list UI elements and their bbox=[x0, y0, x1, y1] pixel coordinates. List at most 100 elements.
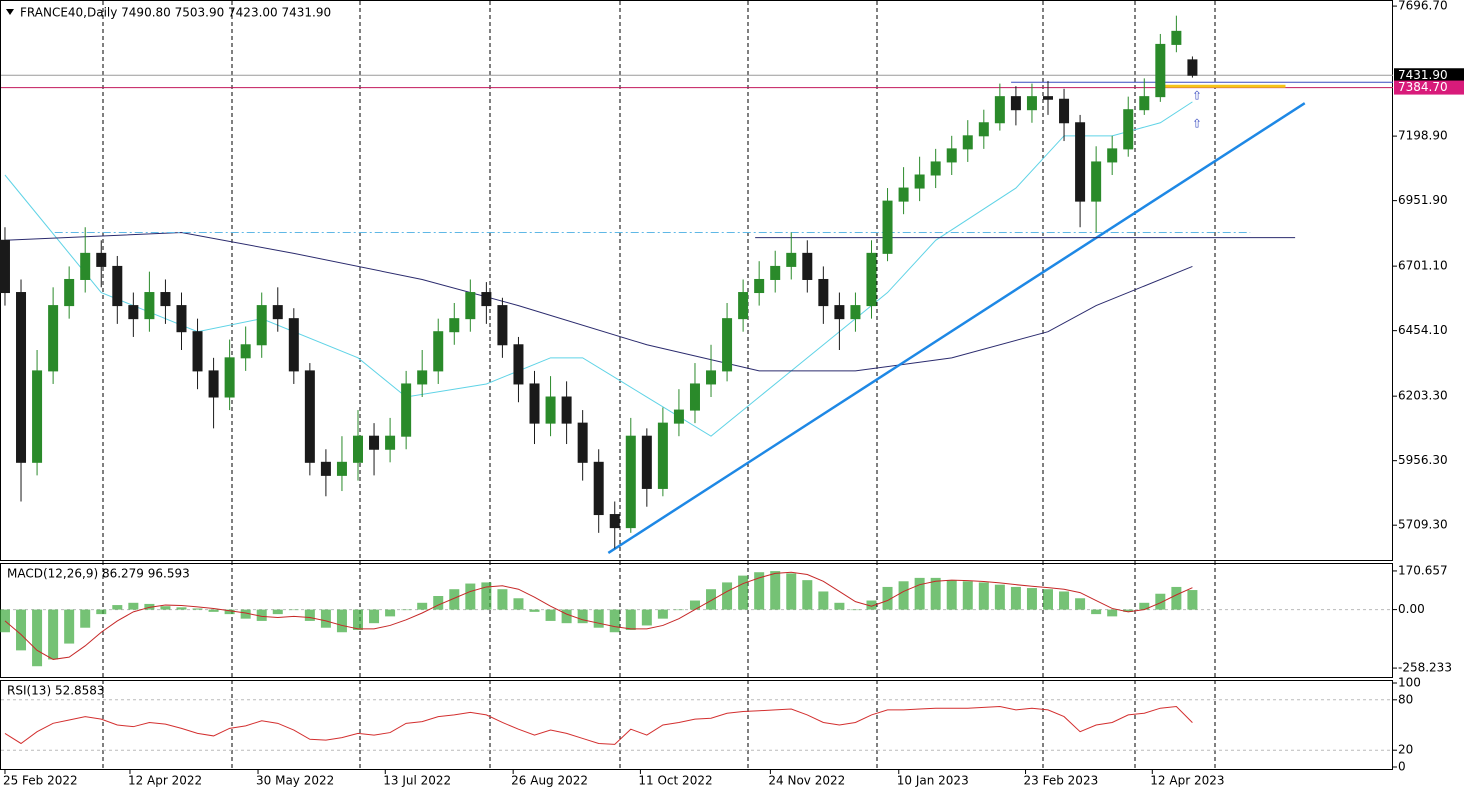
candle-body bbox=[385, 435, 396, 450]
macd-bar bbox=[657, 609, 668, 619]
candle-body bbox=[529, 383, 540, 424]
candle-body bbox=[1091, 161, 1102, 202]
macd-bar bbox=[1123, 609, 1134, 612]
macd-bar bbox=[577, 609, 588, 624]
macd-bar bbox=[401, 609, 412, 611]
candle-body bbox=[128, 305, 139, 320]
x-tick-label: 13 Jul 2022 bbox=[383, 774, 451, 788]
macd-bar bbox=[128, 602, 139, 610]
candle-body bbox=[994, 96, 1005, 124]
candle-body bbox=[1042, 96, 1053, 100]
macd-bar bbox=[545, 609, 556, 621]
candle-body bbox=[962, 135, 973, 150]
candle-body bbox=[850, 305, 861, 320]
period-separators bbox=[102, 1, 1216, 770]
macd-bar bbox=[449, 589, 460, 610]
candle-body bbox=[64, 278, 75, 307]
macd-bar bbox=[673, 609, 684, 611]
candle-body bbox=[481, 292, 492, 307]
candle-body bbox=[417, 370, 428, 385]
arrow-icon: ⇧ bbox=[1192, 117, 1202, 131]
candle-body bbox=[176, 305, 187, 333]
rsi-tick-label: 0 bbox=[1398, 760, 1406, 774]
x-tick-label: 11 Oct 2022 bbox=[638, 774, 712, 788]
candle-body bbox=[1026, 96, 1037, 111]
macd-bar bbox=[240, 609, 251, 619]
macd-bar bbox=[529, 609, 540, 612]
candle-body bbox=[401, 383, 412, 437]
macd-tick-label: 170.657 bbox=[1398, 563, 1448, 577]
candle-body bbox=[786, 252, 797, 267]
macd-bar bbox=[1139, 602, 1150, 610]
macd-bar bbox=[818, 591, 829, 610]
macd-bar bbox=[80, 609, 91, 628]
macd-bar bbox=[978, 582, 989, 610]
macd-bar bbox=[369, 609, 380, 624]
macd-bar bbox=[465, 583, 476, 610]
candle-body bbox=[96, 252, 107, 267]
candle-body bbox=[770, 265, 781, 280]
macd-bar bbox=[208, 609, 219, 612]
candle-body bbox=[208, 370, 219, 398]
candle-body bbox=[818, 278, 829, 307]
candle-body bbox=[673, 409, 684, 424]
candle-body bbox=[1010, 96, 1021, 111]
macd-bar bbox=[946, 580, 957, 610]
macd-bar bbox=[802, 580, 813, 610]
candle-body bbox=[1171, 30, 1182, 45]
macd-bar bbox=[256, 609, 267, 621]
macd-bar bbox=[930, 577, 941, 610]
macd-title: MACD(12,26,9) 86.279 96.593 bbox=[7, 567, 190, 581]
macd-bar bbox=[96, 609, 107, 615]
x-tick-label: 23 Feb 2023 bbox=[1024, 774, 1099, 788]
macd-bar bbox=[1091, 609, 1102, 615]
rsi-line bbox=[4, 705, 1193, 745]
x-tick-label: 12 Apr 2022 bbox=[128, 774, 202, 788]
candle-body bbox=[160, 292, 171, 307]
candle-body bbox=[882, 200, 893, 254]
macd-bar bbox=[352, 609, 363, 630]
macd-bar bbox=[320, 609, 331, 628]
macd-bar bbox=[144, 603, 155, 610]
moving-average bbox=[4, 231, 1193, 372]
candle-body bbox=[1155, 43, 1166, 98]
macd-bar bbox=[176, 607, 187, 610]
candle-body bbox=[625, 435, 636, 529]
macd-bar bbox=[336, 609, 347, 633]
y-tick-label: 6203.30 bbox=[1398, 389, 1448, 403]
macd-bar bbox=[593, 609, 604, 628]
candle-body bbox=[1187, 59, 1198, 76]
candle-body bbox=[866, 252, 877, 307]
macd-bar bbox=[850, 609, 861, 611]
y-tick-label: 5709.30 bbox=[1398, 518, 1448, 532]
macd-bar bbox=[1187, 590, 1198, 610]
macd-bar bbox=[513, 598, 524, 610]
candle-body bbox=[144, 292, 155, 320]
x-tick-label: 30 May 2022 bbox=[256, 774, 334, 788]
macd-bar bbox=[1171, 586, 1182, 610]
drawn-line bbox=[607, 102, 1306, 554]
candle-body bbox=[288, 318, 299, 372]
candle-body bbox=[465, 292, 476, 320]
x-tick-label: 24 Nov 2022 bbox=[768, 774, 845, 788]
candle-body bbox=[369, 435, 380, 450]
y-tick-label: 6951.90 bbox=[1398, 193, 1448, 207]
title-marker bbox=[6, 9, 14, 15]
macd-signal bbox=[4, 571, 1193, 660]
x-tick-label: 26 Aug 2022 bbox=[511, 774, 588, 788]
macd-bar bbox=[786, 573, 797, 610]
candle-body bbox=[0, 239, 10, 294]
macd-bar bbox=[64, 609, 75, 644]
candle-body bbox=[577, 422, 588, 463]
macd-bar bbox=[706, 589, 717, 610]
price-label: 7431.90 bbox=[1398, 68, 1448, 82]
macd-bar bbox=[625, 609, 636, 630]
candle-body bbox=[930, 161, 941, 176]
y-tick-label: 5956.30 bbox=[1398, 453, 1448, 467]
price-label-box bbox=[1394, 80, 1464, 95]
macd-bar bbox=[32, 609, 43, 667]
macd-bar bbox=[689, 600, 700, 610]
macd-bar bbox=[224, 609, 235, 615]
candle-body bbox=[1139, 96, 1150, 111]
